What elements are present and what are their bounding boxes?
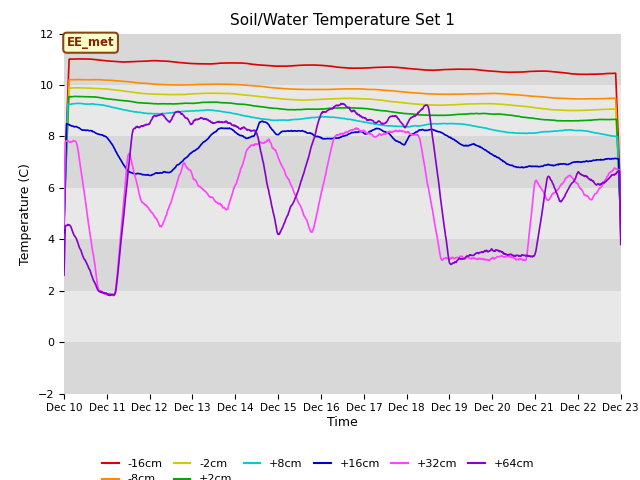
Bar (64, 136, 621, 188)
+8cm (76, 100, 83, 106)
-8cm (309, 87, 317, 93)
Line: +64cm: +64cm (64, 104, 621, 296)
+16cm (378, 127, 385, 133)
-2cm (65, 106, 72, 111)
+32cm (65, 138, 72, 144)
+16cm (258, 119, 266, 124)
Line: +16cm: +16cm (64, 121, 621, 235)
+32cm (309, 227, 317, 232)
Line: -2cm: -2cm (64, 88, 621, 221)
-16cm (558, 70, 566, 75)
+64cm (60, 272, 68, 278)
Legend: -16cm, -8cm, -2cm, +2cm, +8cm, +16cm, +32cm, +64cm: -16cm, -8cm, -2cm, +2cm, +8cm, +16cm, +3… (97, 455, 538, 480)
+64cm (378, 121, 385, 127)
-2cm (60, 207, 68, 213)
+16cm (60, 230, 68, 236)
+64cm (617, 241, 625, 247)
+2cm (71, 94, 79, 99)
-16cm (60, 192, 68, 198)
+32cm (378, 132, 385, 138)
+64cm (559, 197, 566, 203)
Text: EE_met: EE_met (67, 36, 115, 49)
-8cm (72, 77, 79, 83)
-2cm (405, 100, 413, 106)
Line: -16cm: -16cm (64, 59, 621, 202)
-8cm (617, 213, 625, 218)
+64cm (72, 235, 79, 240)
+32cm (352, 125, 360, 131)
-8cm (60, 203, 68, 209)
+2cm (378, 108, 385, 114)
+16cm (558, 161, 566, 167)
+2cm (72, 94, 80, 99)
+8cm (72, 101, 79, 107)
+8cm (405, 124, 413, 130)
-2cm (558, 107, 566, 113)
+64cm (106, 293, 114, 299)
+8cm (65, 101, 72, 107)
+8cm (558, 128, 566, 133)
-8cm (378, 87, 385, 93)
-16cm (378, 64, 385, 70)
Line: -8cm: -8cm (64, 80, 621, 216)
Line: +8cm: +8cm (64, 103, 621, 228)
+16cm (72, 124, 79, 130)
-16cm (65, 79, 72, 84)
+2cm (558, 118, 566, 124)
+64cm (406, 117, 413, 122)
-16cm (405, 66, 413, 72)
X-axis label: Time: Time (327, 416, 358, 429)
+32cm (617, 242, 625, 248)
+16cm (405, 133, 413, 139)
Y-axis label: Temperature (C): Temperature (C) (19, 163, 32, 264)
+32cm (72, 139, 79, 144)
+32cm (559, 180, 566, 186)
Line: +32cm: +32cm (64, 128, 621, 296)
+2cm (309, 106, 317, 112)
Title: Soil/Water Temperature Set 1: Soil/Water Temperature Set 1 (230, 13, 455, 28)
+8cm (378, 122, 385, 128)
+2cm (60, 216, 68, 222)
-2cm (72, 85, 79, 91)
+32cm (406, 131, 413, 136)
Bar (64, 240, 621, 291)
+2cm (65, 105, 72, 111)
-16cm (617, 199, 625, 205)
+8cm (309, 115, 317, 120)
Bar (64, 34, 621, 85)
-8cm (405, 90, 413, 96)
+16cm (617, 232, 625, 238)
-2cm (72, 85, 80, 91)
+2cm (405, 111, 413, 117)
+64cm (337, 101, 345, 107)
Bar (64, 342, 621, 394)
+32cm (60, 225, 68, 231)
-8cm (65, 98, 72, 104)
-16cm (79, 56, 86, 62)
Line: +2cm: +2cm (64, 96, 621, 221)
-8cm (74, 77, 81, 83)
+64cm (309, 139, 317, 144)
-16cm (309, 62, 317, 68)
-2cm (617, 218, 625, 224)
-16cm (72, 56, 79, 62)
+2cm (617, 218, 625, 224)
+16cm (309, 132, 317, 137)
+32cm (109, 293, 117, 299)
-2cm (378, 97, 385, 103)
+16cm (65, 121, 72, 127)
+64cm (65, 222, 72, 228)
-8cm (558, 96, 566, 101)
+8cm (60, 220, 68, 226)
+8cm (617, 225, 625, 231)
-2cm (309, 97, 317, 103)
